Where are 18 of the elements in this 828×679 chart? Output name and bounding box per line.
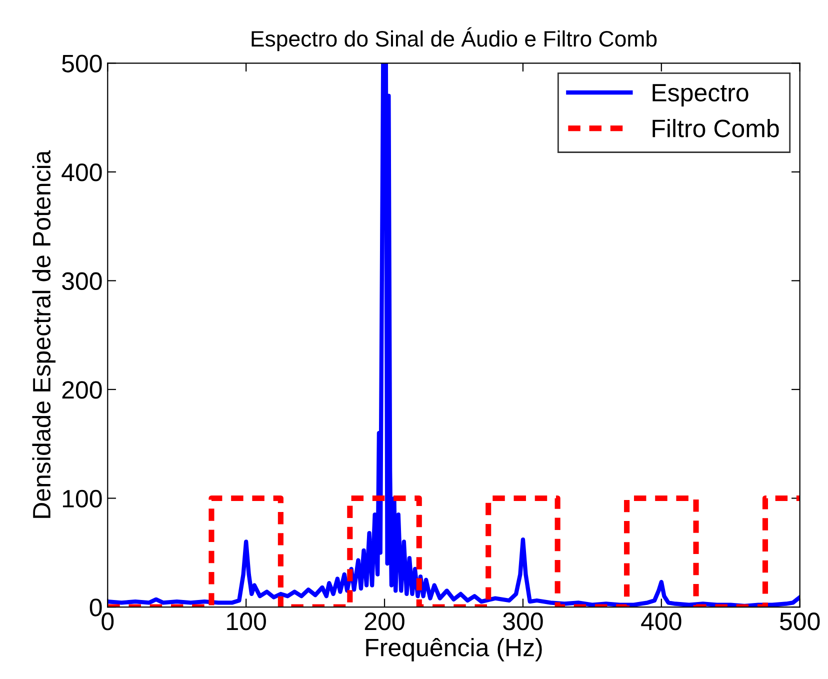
y-tick-label: 500 (62, 54, 102, 72)
y-axis-title: Densidade Espectral de Potencia (32, 150, 56, 518)
y-tick-label: 200 (62, 381, 102, 399)
legend-label: Espectro (652, 84, 748, 106)
y-tick-label: 400 (62, 164, 102, 182)
x-axis-title: Frequência (Hz) (366, 638, 542, 662)
chart-title: Espectro do Sinal de Áudio e Filtro Comb (252, 27, 657, 52)
x-tick-label: 500 (780, 612, 820, 630)
line-series (108, 63, 800, 608)
x-tick-label: 400 (641, 612, 682, 630)
x-tick-label: 100 (227, 612, 266, 630)
x-tick-label: 300 (503, 612, 543, 630)
y-tick-label: 100 (62, 490, 102, 508)
x-tick-label: 200 (364, 612, 404, 630)
x-tick-label: 0 (102, 612, 114, 630)
y-tick-label: 0 (90, 598, 102, 616)
legend-label: Filtro Comb (652, 118, 779, 138)
y-tick-label: 300 (62, 272, 102, 290)
